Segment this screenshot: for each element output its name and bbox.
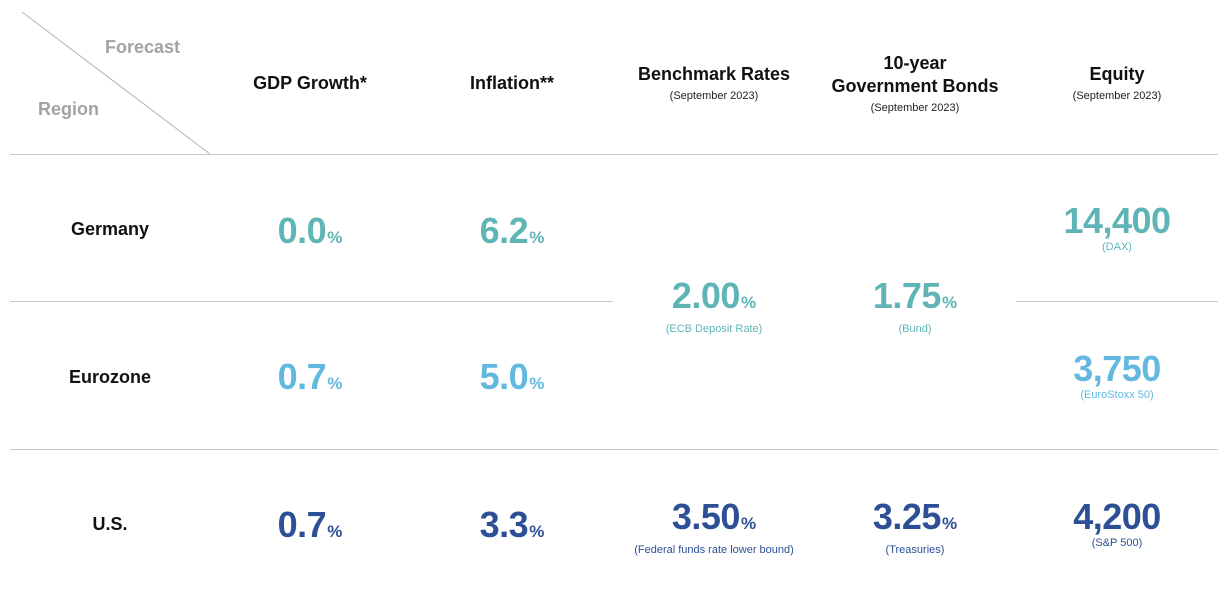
- germany-equity-note: (DAX): [1102, 241, 1132, 253]
- percent-sign: %: [529, 374, 545, 393]
- corner-region-label: Region: [38, 99, 99, 119]
- eurozone-divider: [10, 449, 1218, 450]
- germany-divider-left: [10, 301, 613, 302]
- germany-equity-number: 14,400: [1063, 200, 1171, 241]
- euro-bonds-note: (Bund): [898, 323, 932, 335]
- us-bonds-number: 3.25: [872, 496, 942, 537]
- header-inflation: Inflation**: [412, 72, 612, 95]
- euro-benchmark-rate-note: (ECB Deposit Rate): [665, 323, 763, 335]
- header-equity-sub: (September 2023): [1072, 90, 1162, 102]
- header-rates-sub: (September 2023): [669, 90, 759, 102]
- us-bonds-note: (Treasuries): [885, 544, 945, 556]
- us-gdp-number: 0.7: [277, 504, 327, 545]
- eurozone-equity-value: 3,750 (EuroStoxx 50): [1017, 350, 1217, 402]
- header-equity: Equity (September 2023): [1017, 63, 1217, 103]
- header-rates-label: Benchmark Rates: [637, 64, 791, 84]
- percent-sign: %: [327, 228, 343, 247]
- percent-sign: %: [740, 293, 757, 312]
- euro-bonds-value: 1.75% (Bund): [815, 277, 1015, 336]
- germany-inflation-value: 6.2%: [412, 212, 612, 257]
- us-gdp-value: 0.7%: [210, 506, 410, 551]
- header-inflation-label: Inflation**: [470, 73, 554, 93]
- germany-equity-value: 14,400 (DAX): [1017, 202, 1217, 254]
- eurozone-inflation-number: 5.0: [479, 356, 529, 397]
- percent-sign: %: [327, 522, 343, 541]
- header-gdp-growth: GDP Growth*: [210, 72, 410, 95]
- euro-bonds-number: 1.75: [872, 275, 942, 316]
- us-benchmark-rate-number: 3.50: [671, 496, 741, 537]
- us-benchmark-rate-value: 3.50% (Federal funds rate lower bound): [614, 498, 814, 557]
- percent-sign: %: [941, 293, 958, 312]
- us-inflation-number: 3.3: [479, 504, 529, 545]
- euro-benchmark-rate-number: 2.00: [671, 275, 741, 316]
- region-germany: Germany: [70, 219, 150, 239]
- germany-inflation-number: 6.2: [479, 210, 529, 251]
- percent-sign: %: [740, 514, 757, 533]
- header-equity-label: Equity: [1089, 64, 1145, 84]
- us-bonds-value: 3.25% (Treasuries): [815, 498, 1015, 557]
- percent-sign: %: [529, 228, 545, 247]
- us-benchmark-rate-note: (Federal funds rate lower bound): [634, 544, 794, 556]
- header-bonds-label-line2: Government Bonds: [831, 76, 999, 96]
- header-government-bonds: 10-year Government Bonds (September 2023…: [815, 52, 1015, 115]
- region-us: U.S.: [92, 514, 128, 534]
- header-gdp-label: GDP Growth*: [253, 73, 367, 93]
- corner-forecast-label: Forecast: [105, 37, 181, 57]
- us-equity-number: 4,200: [1073, 496, 1161, 537]
- eurozone-inflation-value: 5.0%: [412, 358, 612, 403]
- us-equity-note: (S&P 500): [1091, 537, 1143, 549]
- header-benchmark-rates: Benchmark Rates (September 2023): [614, 63, 814, 103]
- euro-benchmark-rate-value: 2.00% (ECB Deposit Rate): [614, 277, 814, 336]
- region-eurozone: Eurozone: [68, 367, 151, 387]
- eurozone-equity-number: 3,750: [1073, 348, 1161, 389]
- eurozone-gdp-number: 0.7: [277, 356, 327, 397]
- us-inflation-value: 3.3%: [412, 506, 612, 551]
- percent-sign: %: [327, 374, 343, 393]
- percent-sign: %: [529, 522, 545, 541]
- header-bonds-sub: (September 2023): [870, 102, 960, 114]
- eurozone-equity-note: (EuroStoxx 50): [1080, 389, 1154, 401]
- header-divider: [10, 154, 1218, 155]
- header-bonds-label-line1: 10-year: [883, 53, 947, 73]
- us-equity-value: 4,200 (S&P 500): [1017, 498, 1217, 550]
- germany-divider-right: [1016, 301, 1218, 302]
- percent-sign: %: [941, 514, 958, 533]
- germany-gdp-value: 0.0%: [210, 212, 410, 257]
- germany-gdp-number: 0.0: [277, 210, 327, 251]
- corner-diagonal-line: [21, 11, 211, 155]
- eurozone-gdp-value: 0.7%: [210, 358, 410, 403]
